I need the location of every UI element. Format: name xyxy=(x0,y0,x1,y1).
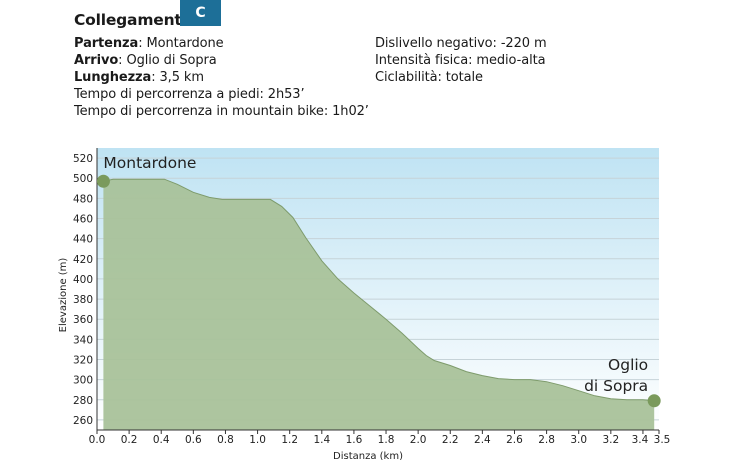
info-value: Tempo di percorrenza a piedi: 2h53’ xyxy=(74,87,305,102)
info-row: Partenza: Montardone xyxy=(74,35,369,52)
x-tick-label: 3.4 xyxy=(632,434,649,446)
page-title: Collegamento xyxy=(74,11,193,29)
route-info-left: Partenza: Montardone Arrivo: Oglio di Sop… xyxy=(74,35,369,120)
x-tick-label: 2.2 xyxy=(442,434,459,446)
info-row: Arrivo: Oglio di Sopra xyxy=(74,52,369,69)
info-value: Montardone xyxy=(146,36,224,51)
route-badge: C xyxy=(180,0,221,26)
y-tick-label: 420 xyxy=(73,254,93,266)
endpoints: Montardone Oglio di Sopra xyxy=(96,154,661,408)
x-tick-label: 0.4 xyxy=(153,434,170,446)
info-row: Intensità fisica: medio-alta xyxy=(375,52,547,69)
y-tick-label: 500 xyxy=(73,173,93,185)
x-tick-label: 1.2 xyxy=(281,434,298,446)
info-label: Arrivo xyxy=(74,53,119,68)
x-tick-label: 1.0 xyxy=(249,434,266,446)
y-tick-label: 320 xyxy=(73,355,93,367)
info-separator: : xyxy=(151,70,160,85)
endpoint-marker xyxy=(647,394,661,408)
endpoint-label: Montardone xyxy=(103,154,196,172)
x-tick-label: 1.8 xyxy=(378,434,395,446)
y-tick-label: 520 xyxy=(73,153,93,165)
elevation-area xyxy=(103,179,655,430)
x-tick-label: 3.0 xyxy=(570,434,587,446)
endpoint-label: di Sopra xyxy=(584,377,648,395)
info-label: Lunghezza xyxy=(74,70,152,85)
x-tick-label: 0.6 xyxy=(185,434,202,446)
x-axis-label: Distanza (km) xyxy=(333,451,403,460)
endpoint-marker xyxy=(96,174,110,188)
x-tick-label: 1.6 xyxy=(346,434,363,446)
info-value: Oglio di Sopra xyxy=(126,53,217,68)
y-tick-label: 380 xyxy=(73,294,93,306)
info-value: Ciclabilità: totale xyxy=(375,70,483,85)
info-value: 3,5 km xyxy=(159,70,205,85)
x-tick-label: 2.4 xyxy=(474,434,491,446)
y-tick-label: 280 xyxy=(73,395,93,407)
info-row: Tempo di percorrenza in mountain bike: 1… xyxy=(74,103,369,120)
y-tick-labels: 260 280 300 320 340 360 380 400 420 440 460 480 500 5… xyxy=(73,153,93,427)
x-tick-label: 1.4 xyxy=(313,434,330,446)
x-tick-label: 0.2 xyxy=(121,434,138,446)
y-tick-label: 400 xyxy=(73,274,93,286)
y-tick-label: 360 xyxy=(73,314,93,326)
info-row: Dislivello negativo: -220 m xyxy=(375,35,547,52)
info-value: Tempo di percorrenza in mountain bike: 1… xyxy=(74,104,369,119)
x-tick-label: 3.2 xyxy=(602,434,619,446)
y-axis-label: Elevazione (m) xyxy=(58,258,69,333)
x-tick-labels: 0.0 0.2 0.4 0.6 0.8 1.0 1.2 1.4 1.6 1.8 2.0 2.2 2.4 2… xyxy=(89,434,671,446)
x-tick-label: 2.6 xyxy=(506,434,523,446)
y-tick-label: 340 xyxy=(73,334,93,346)
info-separator: : xyxy=(138,36,147,51)
info-separator: : xyxy=(118,53,127,68)
info-row: Tempo di percorrenza a piedi: 2h53’ xyxy=(74,86,369,103)
x-tick-label: 0.8 xyxy=(217,434,234,446)
axes xyxy=(96,148,660,434)
info-value: Dislivello negativo: -220 m xyxy=(375,36,547,51)
y-tick-label: 300 xyxy=(73,375,93,387)
info-row: Ciclabilità: totale xyxy=(375,69,547,86)
y-tick-label: 460 xyxy=(73,214,93,226)
endpoint-label: Oglio xyxy=(608,356,648,374)
y-tick-label: 440 xyxy=(73,234,93,246)
info-row: Lunghezza: 3,5 km xyxy=(74,69,369,86)
x-tick-label: 2.0 xyxy=(410,434,427,446)
x-tick-label: 0.0 xyxy=(89,434,106,446)
y-tick-label: 260 xyxy=(73,415,93,427)
y-tick-label: 480 xyxy=(73,193,93,205)
x-tick-label: 2.8 xyxy=(538,434,555,446)
elevation-line xyxy=(103,178,655,402)
x-tick-label: 3.5 xyxy=(654,434,671,446)
info-label: Partenza xyxy=(74,36,139,51)
route-info-right: Dislivello negativo: -220 m Intensità fis… xyxy=(375,35,547,86)
info-value: Intensità fisica: medio-alta xyxy=(375,53,546,68)
